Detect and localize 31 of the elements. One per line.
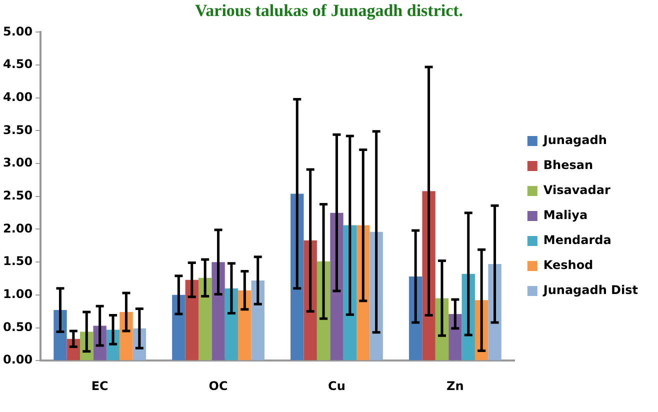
legend-label: Visavadar <box>543 183 610 198</box>
y-tick-label: 1.00 <box>3 287 33 302</box>
legend-label: Maliya <box>543 208 588 222</box>
bar <box>198 278 212 360</box>
bar <box>238 290 252 360</box>
bar <box>448 314 462 360</box>
y-tick-label: 1.50 <box>3 254 33 268</box>
x-tick-label: OC <box>208 378 228 393</box>
y-tick-label: 2.50 <box>3 188 33 203</box>
legend-label: Junagadh Dist <box>542 283 638 298</box>
bar <box>185 280 198 360</box>
legend-label: Bhesan <box>543 158 594 172</box>
bar <box>172 294 186 360</box>
legend-label: Junagadh <box>542 133 607 148</box>
y-tick-label: 3.00 <box>3 156 33 170</box>
x-tick-label: EC <box>91 378 109 393</box>
y-tick-label: 2.00 <box>3 221 33 236</box>
bar <box>120 312 133 360</box>
bar <box>251 280 264 360</box>
y-tick-label: 3.50 <box>3 122 33 137</box>
legend-label: Keshod <box>543 258 594 272</box>
x-tick-label: Zn <box>446 378 464 393</box>
legend-label: Mendarda <box>543 233 612 248</box>
y-tick-label: 5.00 <box>3 24 33 38</box>
y-tick-label: 0.50 <box>3 320 33 334</box>
y-tick-label: 0.00 <box>3 352 33 367</box>
y-tick-label: 4.00 <box>3 90 33 104</box>
bar <box>212 262 225 360</box>
y-tick-label: 4.50 <box>3 57 33 72</box>
chart-title: Various talukas of Junagadh district. <box>194 0 464 22</box>
x-tick-label: Cu <box>328 378 346 393</box>
